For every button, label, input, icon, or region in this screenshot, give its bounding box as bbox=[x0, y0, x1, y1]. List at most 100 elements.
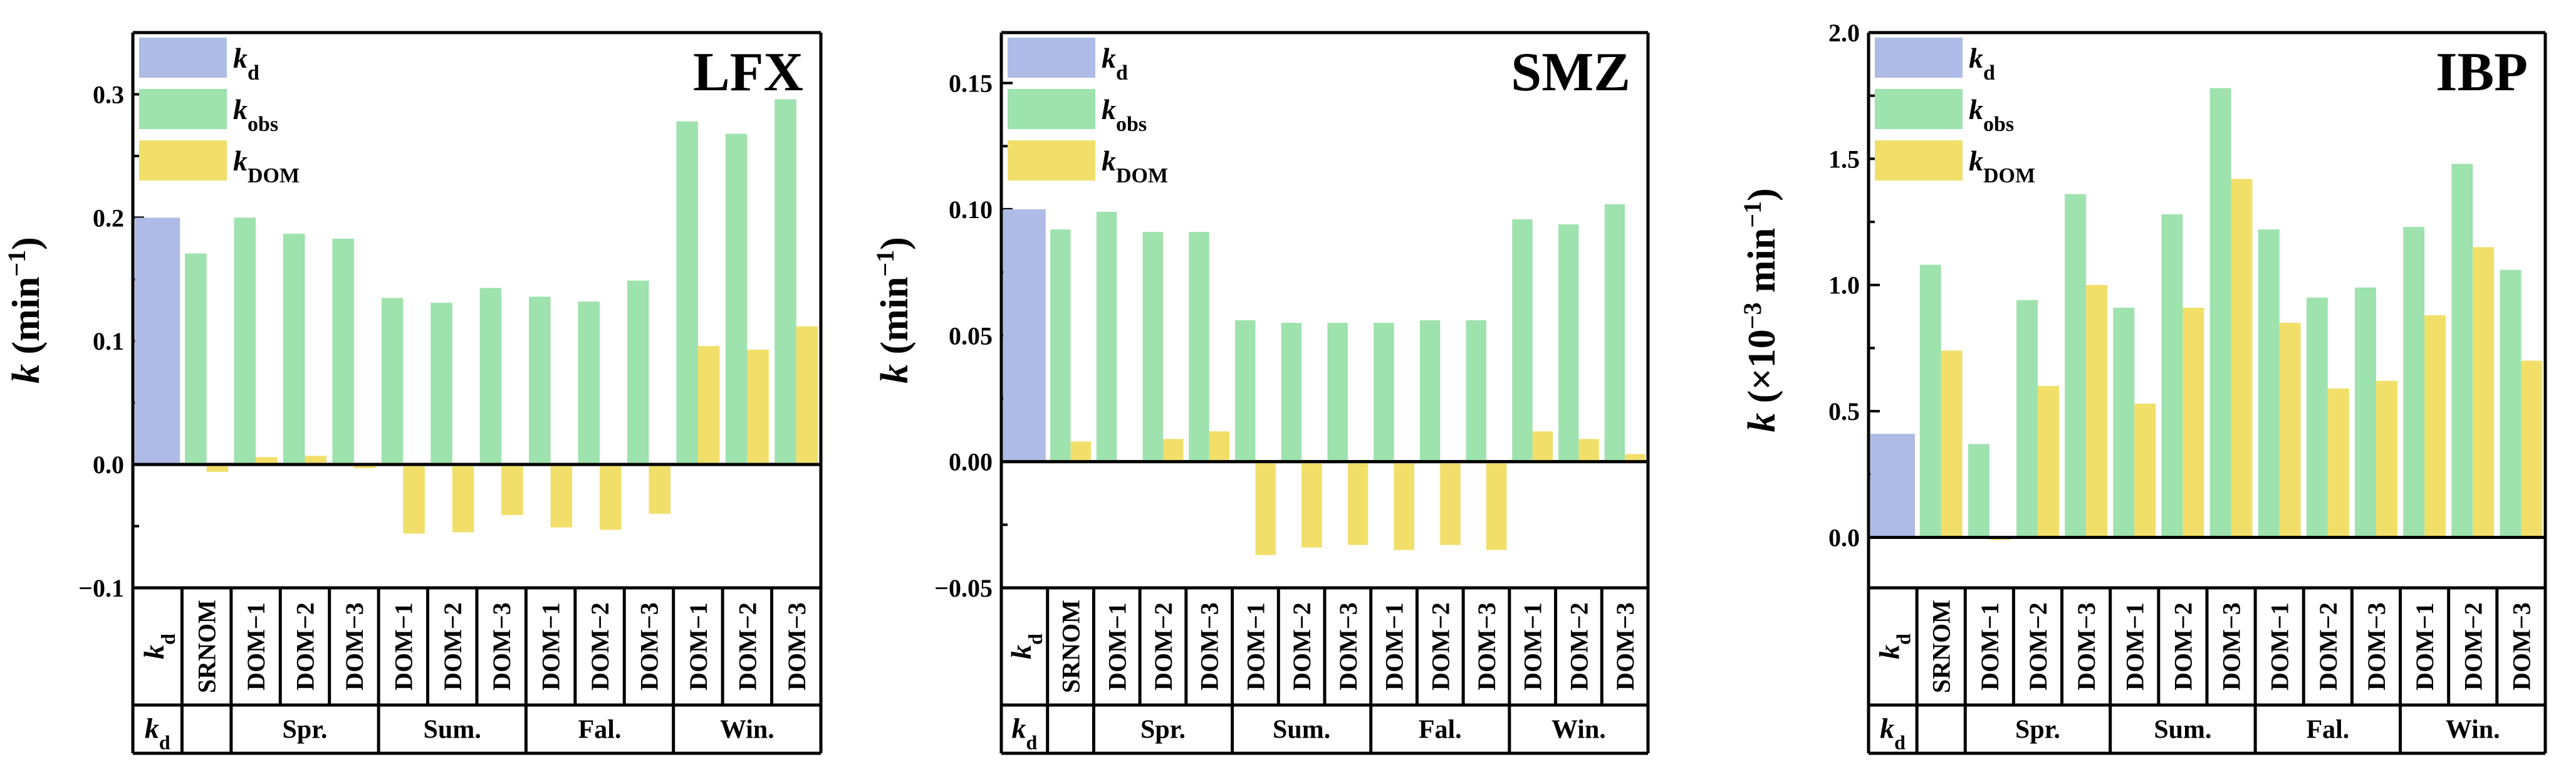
y-tick-label: 0.1 bbox=[93, 327, 124, 355]
category-label: DOM−2 bbox=[2314, 602, 2342, 691]
bar-kobs bbox=[1558, 224, 1579, 462]
bar-kobs bbox=[2161, 214, 2183, 538]
bar-kobs bbox=[774, 99, 796, 465]
y-axis-label-sup: −1 bbox=[871, 250, 899, 277]
legend-label-sub: obs bbox=[248, 113, 278, 136]
bar-kdom bbox=[1578, 439, 1599, 462]
bar-kdom bbox=[1394, 461, 1415, 550]
bar-kdom bbox=[2327, 388, 2349, 538]
bar-kobs bbox=[2451, 164, 2473, 538]
category-label: DOM−1 bbox=[2411, 602, 2439, 691]
bar-kdom bbox=[796, 326, 818, 465]
legend-label-sub: DOM bbox=[1983, 164, 2035, 187]
legend-label-base: k bbox=[1102, 93, 1116, 125]
bar-kdom bbox=[206, 464, 229, 472]
bar-kobs bbox=[1919, 264, 1941, 538]
category-label-kd-sub: d bbox=[1024, 634, 1046, 645]
group-label: Sum. bbox=[424, 716, 481, 745]
y-axis-label-text: (min bbox=[5, 276, 48, 364]
category-label: DOM−3 bbox=[340, 602, 368, 691]
category-label-kd-sub: d bbox=[157, 634, 179, 645]
group-label: Spr. bbox=[1140, 716, 1186, 745]
bar-kobs bbox=[479, 288, 502, 465]
category-label: DOM−2 bbox=[1565, 602, 1593, 691]
y-axis-label-end: ) bbox=[5, 237, 48, 250]
y-tick-label: 0.15 bbox=[949, 70, 993, 98]
category-label-kd-base: k bbox=[1005, 645, 1037, 659]
bar-kobs bbox=[2016, 300, 2038, 538]
bar-kobs bbox=[234, 217, 256, 465]
bar-kdom bbox=[2279, 323, 2301, 538]
legend-label-base: k bbox=[1102, 42, 1116, 74]
y-tick-label: 0.0 bbox=[1828, 523, 1860, 551]
group-label-kd-base: k bbox=[145, 713, 159, 745]
group-label-kd-base: k bbox=[1011, 713, 1026, 745]
y-axis-label-sup2: −1 bbox=[1738, 201, 1766, 228]
group-label-kd: kd bbox=[1011, 713, 1037, 754]
bar-kdom bbox=[2473, 247, 2495, 538]
y-axis-label-k: k bbox=[5, 364, 48, 384]
bar-kobs bbox=[430, 303, 452, 465]
bar-kd bbox=[1870, 434, 1916, 538]
category-label: DOM−2 bbox=[1149, 602, 1177, 691]
category-label: DOM−1 bbox=[537, 602, 565, 691]
legend-swatch-kd bbox=[139, 38, 227, 78]
y-tick-label: 0.3 bbox=[93, 80, 124, 108]
legend-swatch-kdom bbox=[1008, 140, 1095, 180]
bar-kobs bbox=[2258, 229, 2280, 538]
bar-kobs bbox=[1466, 320, 1486, 462]
y-tick-label: 2.0 bbox=[1828, 19, 1860, 47]
legend-label-kdom: kDOM bbox=[1969, 145, 2035, 187]
group-label-kd-sub: d bbox=[1894, 731, 1906, 754]
legend-label-kdom: kDOM bbox=[233, 145, 300, 187]
bar-kdom bbox=[747, 350, 769, 465]
panel-ibp: 0.00.51.01.52.0k (×10−3 min−1)kd SRNOM DOM… bbox=[1738, 19, 2547, 755]
legend-swatch-kd bbox=[1875, 38, 1963, 78]
y-axis-label: k (×10−3 min−1) bbox=[1738, 188, 1784, 432]
category-label: DOM−1 bbox=[2266, 602, 2294, 691]
group-label: Sum. bbox=[1273, 716, 1330, 745]
category-label: DOM−1 bbox=[1519, 602, 1547, 691]
category-label: DOM−2 bbox=[2024, 602, 2052, 691]
category-label: DOM−3 bbox=[488, 602, 516, 691]
group-label: Win. bbox=[2446, 716, 2500, 745]
bar-kdom bbox=[2086, 285, 2108, 538]
y-axis-label-text: (×10 bbox=[1741, 329, 1783, 412]
category-label: DOM−3 bbox=[783, 602, 811, 691]
category-label: DOM−2 bbox=[733, 602, 761, 691]
y-axis-label-sup: −1 bbox=[3, 250, 31, 277]
legend-label-base: k bbox=[1969, 42, 1983, 74]
group-label: Spr. bbox=[282, 716, 327, 745]
legend-label-kobs: kobs bbox=[233, 93, 278, 136]
legend-label-base: k bbox=[1102, 145, 1116, 177]
bar-kobs bbox=[1327, 323, 1348, 462]
y-tick-label: 0.5 bbox=[1828, 397, 1860, 426]
bar-kdom bbox=[452, 464, 474, 533]
legend-swatch-kobs bbox=[1008, 89, 1095, 129]
category-label-kd-sub: d bbox=[1892, 634, 1915, 645]
bar-kobs bbox=[2065, 194, 2087, 538]
legend-label-kobs: kobs bbox=[1969, 93, 2014, 136]
legend-label-base: k bbox=[233, 42, 248, 74]
y-tick-label: 0.00 bbox=[949, 448, 993, 476]
category-label-kd: kd bbox=[138, 634, 179, 659]
legend-label-sub: d bbox=[1116, 61, 1128, 85]
y-tick-label: 0.10 bbox=[949, 196, 993, 224]
legend-label-sub: DOM bbox=[248, 164, 300, 187]
bar-kdom bbox=[1440, 461, 1461, 545]
category-label-kd-base: k bbox=[1874, 645, 1906, 659]
group-label: Fal. bbox=[578, 716, 622, 745]
y-axis-label-k: k bbox=[1741, 413, 1783, 432]
bar-kdom bbox=[550, 464, 573, 528]
group-label-kd-sub: d bbox=[159, 731, 170, 754]
legend-label-kd: kd bbox=[1969, 42, 1995, 85]
group-label: Sum. bbox=[2154, 716, 2211, 745]
bar-kobs bbox=[676, 121, 698, 465]
legend-label-base: k bbox=[1969, 145, 1983, 177]
group-label-kd-base: k bbox=[1880, 713, 1894, 745]
bar-kdom bbox=[501, 464, 523, 515]
category-label: DOM−3 bbox=[635, 602, 664, 691]
category-label: DOM−3 bbox=[1334, 602, 1362, 691]
legend-swatch-kdom bbox=[139, 140, 227, 180]
